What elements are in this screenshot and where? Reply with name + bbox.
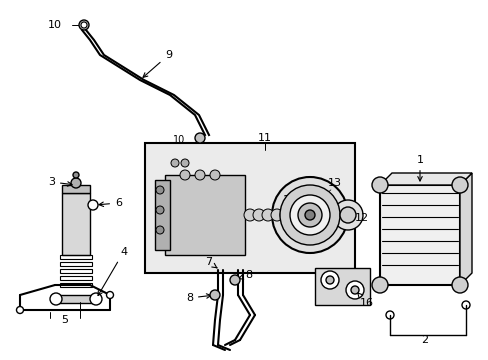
Text: 13: 13 [327,178,341,188]
Text: 11: 11 [258,133,271,143]
Circle shape [371,277,387,293]
Circle shape [71,178,81,188]
Circle shape [171,159,179,167]
Polygon shape [155,180,170,250]
Circle shape [350,286,358,294]
Circle shape [280,209,291,221]
Circle shape [81,22,87,28]
Text: 10: 10 [172,135,184,145]
Text: 2: 2 [421,335,427,345]
Polygon shape [164,175,244,255]
Circle shape [371,177,387,193]
Text: 12: 12 [354,213,368,223]
Circle shape [252,209,264,221]
Polygon shape [62,185,90,193]
Circle shape [156,206,163,214]
Polygon shape [62,193,90,255]
Circle shape [156,186,163,194]
Circle shape [289,195,329,235]
Circle shape [209,290,220,300]
Circle shape [297,203,321,227]
Circle shape [88,200,98,210]
Circle shape [156,226,163,234]
Circle shape [50,293,62,305]
Circle shape [346,281,363,299]
Circle shape [90,293,102,305]
Polygon shape [379,173,471,185]
Text: 6: 6 [99,198,122,208]
Circle shape [262,209,273,221]
Polygon shape [459,173,471,285]
Text: 1: 1 [416,155,423,181]
Circle shape [229,275,240,285]
Text: 14: 14 [319,208,333,218]
Circle shape [461,301,469,309]
Circle shape [180,170,190,180]
Circle shape [79,20,89,30]
Text: 4: 4 [98,247,127,296]
Polygon shape [55,295,97,303]
Text: 9: 9 [142,50,172,77]
Circle shape [209,170,220,180]
Circle shape [280,185,339,245]
Circle shape [325,276,333,284]
Text: 15: 15 [283,195,296,205]
Circle shape [305,210,314,220]
Text: 3: 3 [48,177,72,187]
Circle shape [385,311,393,319]
Circle shape [195,170,204,180]
Text: 16: 16 [357,293,373,308]
Text: 7: 7 [204,257,217,268]
Text: 8: 8 [238,270,252,280]
Circle shape [17,306,23,314]
Circle shape [181,159,189,167]
Circle shape [106,292,113,298]
Circle shape [332,200,362,230]
Bar [145,143,354,273]
Circle shape [271,177,347,253]
Text: 5: 5 [61,315,68,325]
Polygon shape [379,185,459,285]
Circle shape [270,209,283,221]
Circle shape [451,277,467,293]
Polygon shape [314,268,369,305]
Text: 10: 10 [48,20,62,30]
Circle shape [244,209,256,221]
Text: 8: 8 [185,293,211,303]
Circle shape [320,271,338,289]
Circle shape [451,177,467,193]
Circle shape [73,172,79,178]
Circle shape [195,133,204,143]
Circle shape [339,207,355,223]
